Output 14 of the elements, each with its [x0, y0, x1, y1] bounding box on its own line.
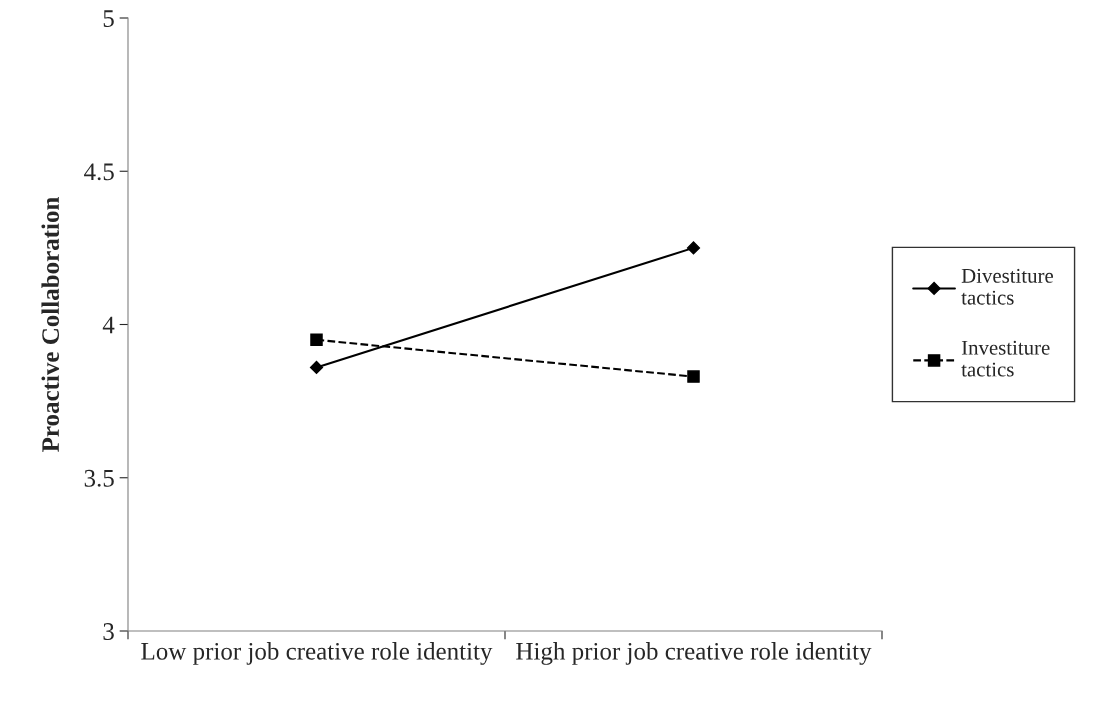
y-tick-label: 5	[103, 10, 114, 27]
y-tick-label: 3.5	[84, 469, 114, 487]
legend-label: Divestiture tactics	[961, 268, 1054, 305]
y-tick-label: 4.5	[84, 163, 114, 181]
point	[309, 360, 324, 374]
y-tick-label: 3	[103, 623, 114, 640]
point	[686, 241, 701, 255]
point	[687, 370, 700, 383]
legend-label: Investiture tactics	[961, 340, 1050, 377]
x-tick-label: High prior job creative role identity	[516, 642, 872, 665]
x-tick-label: Low prior job creative role identity	[141, 642, 493, 665]
y-axis-title: Proactive Collaboration	[41, 196, 60, 452]
y-tick-label: 4	[102, 316, 115, 334]
point	[310, 333, 323, 347]
